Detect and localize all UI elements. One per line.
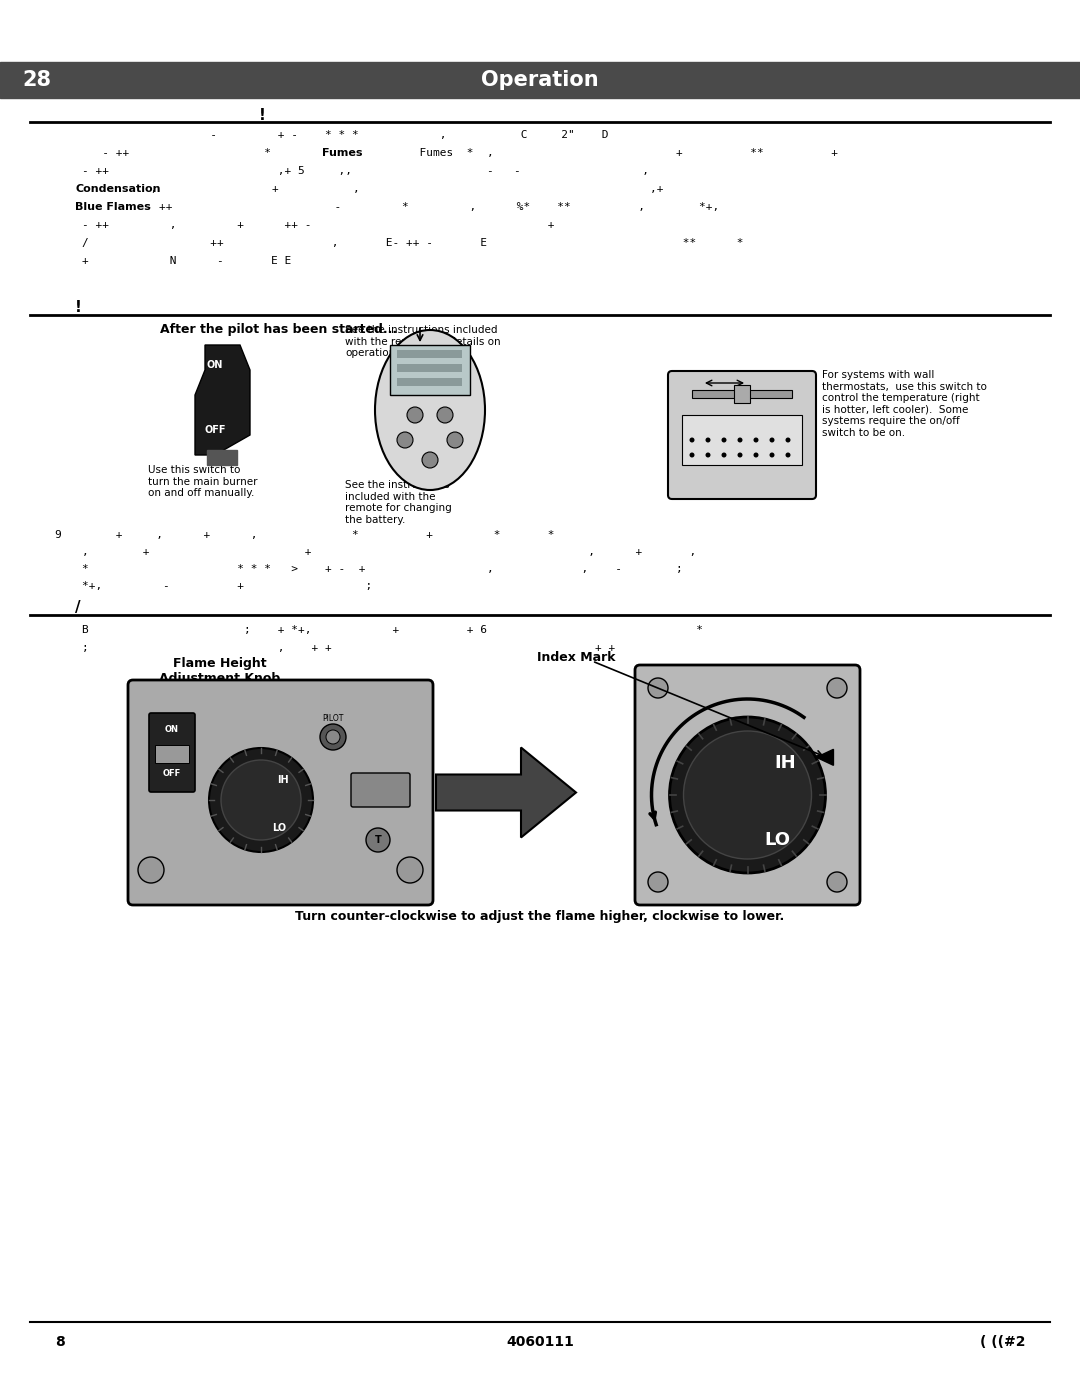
Text: 8: 8 xyxy=(55,1336,65,1350)
Bar xyxy=(397,351,462,358)
Text: T: T xyxy=(375,835,381,845)
Polygon shape xyxy=(436,747,576,837)
Text: - ++                         ,+ 5     ,,                    -   -               : - ++ ,+ 5 ,, - - xyxy=(55,166,649,176)
Text: +            N      -       E E: + N - E E xyxy=(55,256,292,265)
Text: ;                            ,    + +                                       + +: ; , + + + + xyxy=(55,643,616,652)
Text: See the instructions included
with the remote for details on
operation.: See the instructions included with the r… xyxy=(345,326,501,358)
Text: LO: LO xyxy=(765,831,791,849)
Circle shape xyxy=(689,453,694,457)
Bar xyxy=(692,390,792,398)
Polygon shape xyxy=(195,345,249,455)
Text: - ++                        -         *         ,      %*    **          ,      : - ++ - * , %* ** , xyxy=(132,203,719,212)
Text: ,        +                       +                                         ,    : , + + , xyxy=(55,548,697,557)
Text: /: / xyxy=(75,599,81,615)
FancyBboxPatch shape xyxy=(669,372,816,499)
Circle shape xyxy=(769,437,774,443)
Text: ON: ON xyxy=(206,360,224,370)
Circle shape xyxy=(754,453,758,457)
Text: After the pilot has been started...: After the pilot has been started... xyxy=(160,323,397,337)
FancyBboxPatch shape xyxy=(351,773,410,807)
Circle shape xyxy=(210,747,313,852)
Circle shape xyxy=(221,760,301,840)
Bar xyxy=(156,745,189,763)
Text: IH: IH xyxy=(278,775,288,785)
Text: IH: IH xyxy=(774,754,796,773)
Circle shape xyxy=(648,872,669,893)
Circle shape xyxy=(320,724,346,750)
Text: Condensation: Condensation xyxy=(75,184,161,194)
Bar xyxy=(0,61,1080,98)
Circle shape xyxy=(827,872,847,893)
Text: Index Mark: Index Mark xyxy=(537,651,616,664)
Circle shape xyxy=(721,453,727,457)
Text: !: ! xyxy=(75,300,82,314)
Text: Flame Height
Adjustment Knob: Flame Height Adjustment Knob xyxy=(160,657,281,685)
Text: - ++                    *                      Fumes  *  ,                      : - ++ * Fumes * , xyxy=(55,148,838,158)
Circle shape xyxy=(721,437,727,443)
Text: OFF: OFF xyxy=(204,425,226,434)
Text: Use this switch to
turn the main burner
on and off manually.: Use this switch to turn the main burner … xyxy=(148,465,257,499)
Circle shape xyxy=(437,407,453,423)
Text: Fumes: Fumes xyxy=(322,148,363,158)
Circle shape xyxy=(785,437,791,443)
Circle shape xyxy=(648,678,669,698)
Bar xyxy=(734,386,750,402)
Bar xyxy=(207,450,237,465)
Circle shape xyxy=(705,453,711,457)
Text: ( ((#2: ( ((#2 xyxy=(980,1336,1025,1350)
Text: LO: LO xyxy=(272,823,286,833)
Text: 28: 28 xyxy=(22,70,51,89)
Text: Operation: Operation xyxy=(482,70,598,89)
Circle shape xyxy=(447,432,463,448)
Text: 4060111: 4060111 xyxy=(507,1336,573,1350)
Text: OFF: OFF xyxy=(163,768,181,778)
Ellipse shape xyxy=(375,330,485,490)
Circle shape xyxy=(689,437,694,443)
Text: B                       ;    + *+,            +          + 6                    : B ; + *+, + + 6 xyxy=(55,624,703,636)
Circle shape xyxy=(407,407,423,423)
Circle shape xyxy=(397,856,423,883)
Circle shape xyxy=(670,717,825,873)
Circle shape xyxy=(326,731,340,745)
Circle shape xyxy=(397,432,413,448)
Text: See the instructions
included with the
remote for changing
the battery.: See the instructions included with the r… xyxy=(345,481,451,525)
Circle shape xyxy=(705,437,711,443)
Text: *+,         -          +                  ;: *+, - + ; xyxy=(55,581,373,591)
Text: Blue Flames: Blue Flames xyxy=(75,203,151,212)
Circle shape xyxy=(366,828,390,852)
Circle shape xyxy=(769,453,774,457)
FancyBboxPatch shape xyxy=(635,665,860,905)
Circle shape xyxy=(827,678,847,698)
Circle shape xyxy=(138,856,164,883)
Polygon shape xyxy=(816,749,834,766)
Text: -         + -    * * *            ,           C     2"    D: - + - * * * , C 2" D xyxy=(55,130,608,140)
Text: ,                 +           ,                                           ,+: , + , ,+ xyxy=(137,184,664,194)
Text: PILOT: PILOT xyxy=(322,714,343,724)
Circle shape xyxy=(684,731,811,859)
Text: 9        +     ,      +      ,              *          +         *       *: 9 + , + , * + * * xyxy=(55,529,554,541)
Circle shape xyxy=(754,437,758,443)
Bar xyxy=(681,415,802,465)
Bar xyxy=(397,379,462,386)
Text: *                      * * *   >    + -  +                  ,             ,    -: * * * * > + - + , , - xyxy=(55,564,683,574)
Text: For systems with wall
thermostats,  use this switch to
control the temperature (: For systems with wall thermostats, use t… xyxy=(822,370,987,439)
Text: - ++         ,         +      ++ -                                   +: - ++ , + ++ - + xyxy=(55,219,554,231)
Text: !: ! xyxy=(258,108,266,123)
Circle shape xyxy=(422,453,438,468)
Text: ON: ON xyxy=(165,725,179,733)
Circle shape xyxy=(738,453,743,457)
FancyBboxPatch shape xyxy=(129,680,433,905)
Text: Turn counter-clockwise to adjust the flame higher, clockwise to lower.: Turn counter-clockwise to adjust the fla… xyxy=(295,909,785,923)
Bar xyxy=(397,365,462,372)
Text: /                  ++                ,       E- ++ -       E                    : / ++ , E- ++ - E xyxy=(55,237,743,249)
Bar xyxy=(390,345,470,395)
Circle shape xyxy=(738,437,743,443)
Circle shape xyxy=(785,453,791,457)
FancyBboxPatch shape xyxy=(149,712,195,792)
